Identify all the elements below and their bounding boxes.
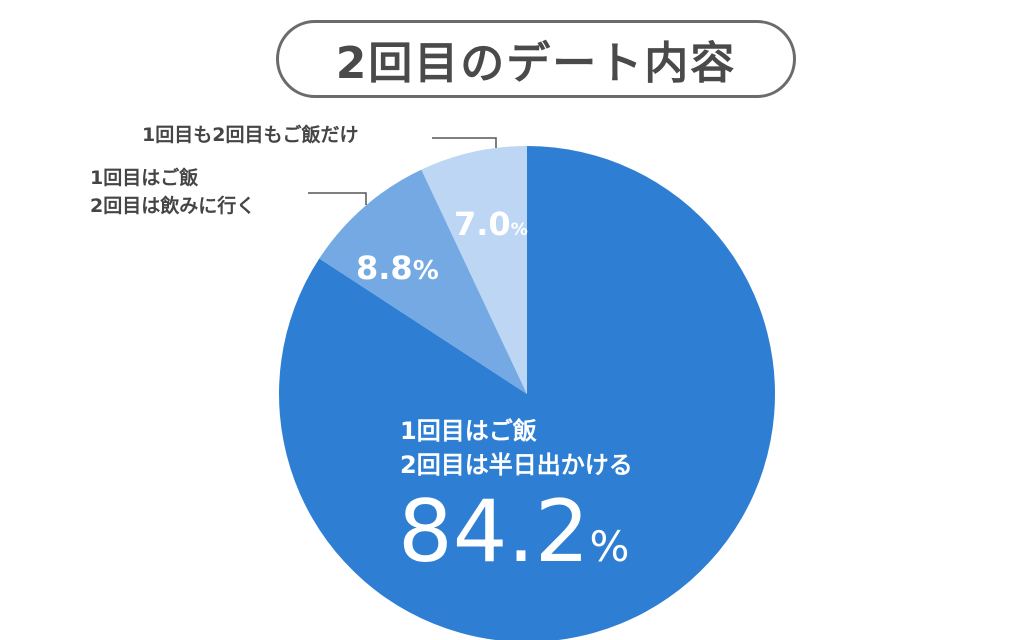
leader-lines — [308, 137, 497, 205]
slice-label-line: 1回目も2回目もご飯だけ — [142, 124, 359, 146]
leader-line-slice-2 — [432, 137, 497, 148]
slice-label-line: 2回目は半日出かける — [400, 451, 633, 479]
slice-value-same-meal: 7.0% — [454, 205, 528, 243]
slice-value-unit: % — [589, 522, 630, 571]
slice-label-line: 1回目はご飯 — [90, 167, 199, 189]
slice-label-same-meal: 1回目も2回目もご飯だけ — [142, 121, 358, 149]
slice-label-half-day: 1回目はご飯 2回目は半日出かける — [400, 414, 633, 482]
slice-value-unit: % — [412, 256, 439, 286]
slice-value-drinks: 8.8% — [356, 249, 439, 287]
pie-slice-drinks — [319, 169, 527, 394]
pie-slices — [279, 146, 775, 640]
slice-value-unit: % — [510, 220, 528, 240]
slice-value-number: 8.8 — [356, 249, 413, 287]
leader-line-slice-1 — [308, 192, 367, 205]
slice-label-line: 1回目はご飯 — [400, 417, 537, 445]
slice-label-drinks: 1回目はご飯 2回目は飲みに行く — [90, 164, 255, 220]
pie-slice-same-meal — [421, 146, 527, 394]
chart-title-frame: 2回目のデート内容 — [276, 20, 796, 98]
pie-slice-half-day — [279, 146, 775, 640]
chart-title: 2回目のデート内容 — [335, 38, 737, 89]
slice-value-half-day: 84.2% — [398, 482, 629, 597]
slice-value-number: 7.0 — [454, 205, 511, 243]
slice-label-line: 2回目は飲みに行く — [90, 195, 256, 217]
slice-value-number: 84.2 — [398, 482, 590, 582]
